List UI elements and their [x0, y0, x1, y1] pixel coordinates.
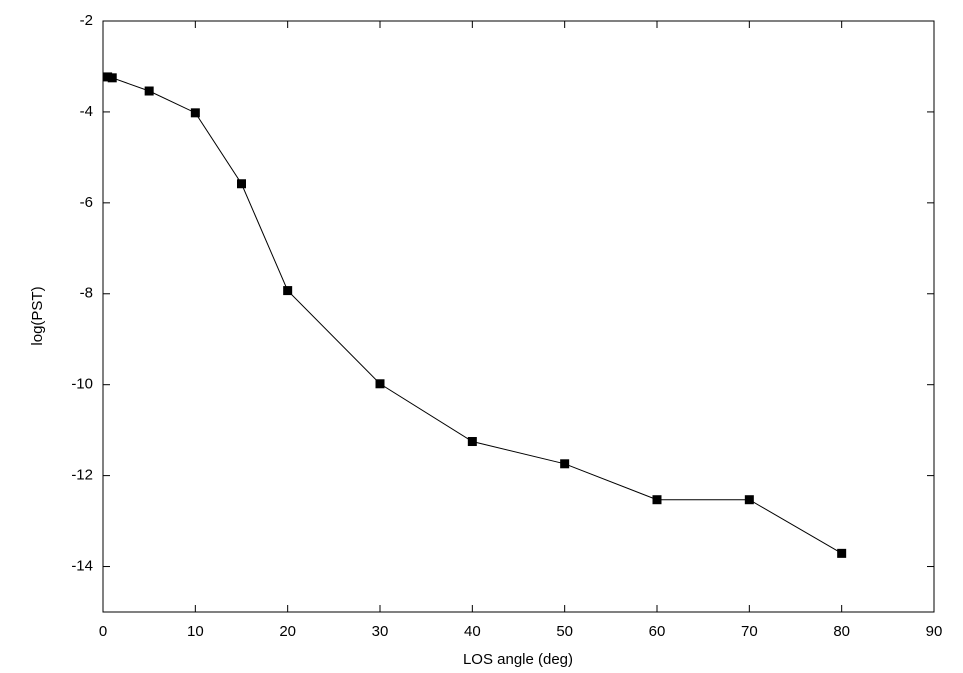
point — [744, 495, 754, 505]
x-tick-label: 20 — [279, 623, 296, 640]
y-tick-label: -8 — [80, 285, 93, 302]
point — [103, 72, 113, 82]
x-tick-label: 30 — [372, 623, 389, 640]
x-tick-label: 80 — [833, 623, 850, 640]
x-tick-label: 90 — [926, 623, 943, 640]
plot-frame — [102, 20, 935, 613]
x-tick-label: 40 — [464, 623, 481, 640]
point — [144, 86, 154, 96]
point — [237, 179, 246, 189]
y-tick-label: -4 — [80, 103, 93, 120]
x-tick-label: 70 — [741, 623, 758, 640]
point — [190, 108, 200, 118]
x-tick-label: 60 — [649, 623, 666, 640]
point — [107, 73, 117, 83]
line — [107, 76, 842, 554]
y-tick-label: -14 — [71, 558, 93, 575]
x-tick-label: 50 — [556, 623, 573, 640]
y-axis-label: log(PST) — [29, 286, 46, 345]
point — [283, 286, 293, 296]
x-tick-label: 0 — [99, 623, 107, 640]
point — [467, 437, 477, 447]
point — [652, 495, 662, 505]
point — [837, 548, 847, 558]
point — [560, 459, 570, 469]
y-tick-label: -2 — [80, 12, 93, 29]
y-tick-label: -6 — [80, 194, 93, 211]
point — [375, 379, 385, 389]
x-axis-label: LOS angle (deg) — [463, 651, 573, 668]
y-tick-label: -12 — [71, 467, 93, 484]
y-tick-label: -10 — [71, 376, 93, 393]
x-tick-label: 10 — [187, 623, 204, 640]
